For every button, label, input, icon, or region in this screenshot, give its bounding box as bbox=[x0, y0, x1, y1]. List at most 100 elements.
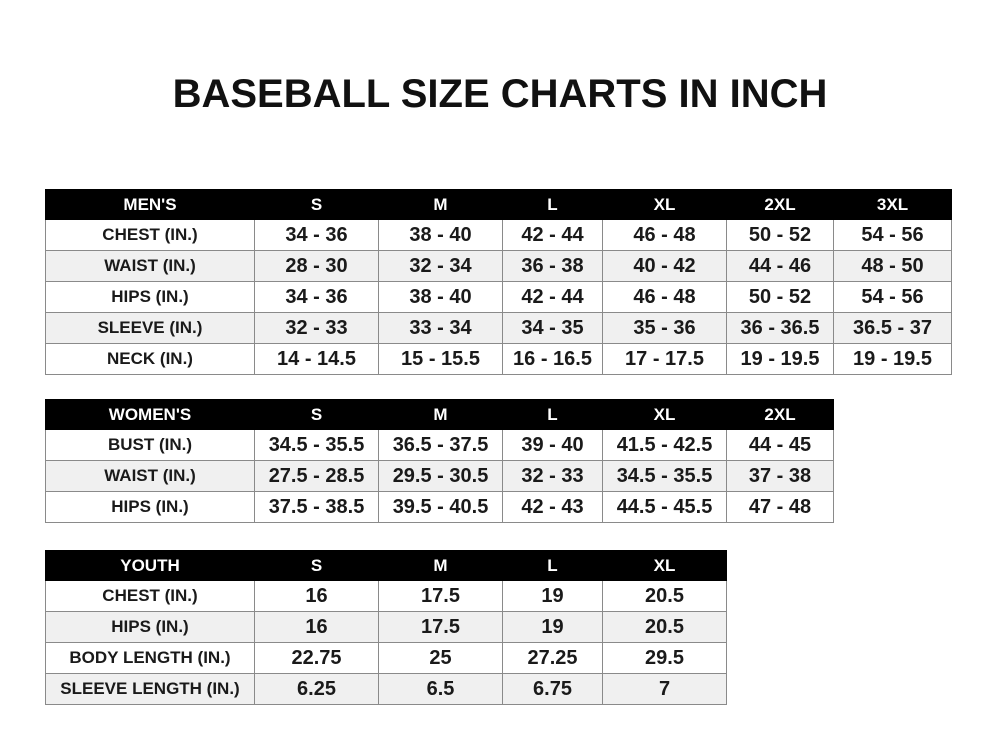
measurement-label: BUST (IN.) bbox=[45, 429, 255, 461]
measurement-cell: 36 - 38 bbox=[502, 250, 603, 282]
measurement-cell: 37 - 38 bbox=[726, 460, 834, 492]
table-category-header: MEN'S bbox=[45, 189, 255, 220]
table-category-header: YOUTH bbox=[45, 550, 255, 581]
measurement-cell: 46 - 48 bbox=[602, 281, 727, 313]
size-header: S bbox=[254, 550, 379, 581]
measurement-cell: 34.5 - 35.5 bbox=[254, 429, 379, 461]
table-row: BODY LENGTH (IN.) 22.75 25 27.25 29.5 bbox=[45, 642, 727, 674]
measurement-cell: 17.5 bbox=[378, 611, 503, 643]
header-row: YOUTH S M L XL bbox=[45, 550, 727, 581]
measurement-cell: 33 - 34 bbox=[378, 312, 503, 344]
table-row: SLEEVE (IN.) 32 - 33 33 - 34 34 - 35 35 - 36… bbox=[45, 312, 952, 344]
size-header: L bbox=[502, 189, 603, 220]
size-header: XL bbox=[602, 189, 727, 220]
measurement-cell: 17 - 17.5 bbox=[602, 343, 727, 375]
measurement-cell: 39.5 - 40.5 bbox=[378, 491, 503, 523]
measurement-cell: 34 - 36 bbox=[254, 219, 379, 251]
measurement-cell: 44 - 45 bbox=[726, 429, 834, 461]
measurement-cell: 15 - 15.5 bbox=[378, 343, 503, 375]
measurement-cell: 42 - 44 bbox=[502, 219, 603, 251]
measurement-cell: 19 - 19.5 bbox=[726, 343, 834, 375]
measurement-label: WAIST (IN.) bbox=[45, 460, 255, 492]
measurement-cell: 17.5 bbox=[378, 580, 503, 612]
size-header: 3XL bbox=[833, 189, 952, 220]
measurement-cell: 50 - 52 bbox=[726, 281, 834, 313]
size-header: L bbox=[502, 399, 603, 430]
measurement-cell: 36 - 36.5 bbox=[726, 312, 834, 344]
measurement-cell: 22.75 bbox=[254, 642, 379, 674]
measurement-cell: 7 bbox=[602, 673, 727, 705]
measurement-cell: 32 - 33 bbox=[502, 460, 603, 492]
measurement-cell: 40 - 42 bbox=[602, 250, 727, 282]
size-header: XL bbox=[602, 550, 727, 581]
size-header: 2XL bbox=[726, 189, 834, 220]
mens-size-table: MEN'S S M L XL 2XL 3XL CHEST (IN.) 34 - 36 38 - 4… bbox=[45, 189, 952, 375]
table-row: HIPS (IN.) 16 17.5 19 20.5 bbox=[45, 611, 727, 643]
measurement-cell: 6.25 bbox=[254, 673, 379, 705]
measurement-cell: 32 - 34 bbox=[378, 250, 503, 282]
measurement-cell: 41.5 - 42.5 bbox=[602, 429, 727, 461]
table-category-header: WOMEN'S bbox=[45, 399, 255, 430]
measurement-label: HIPS (IN.) bbox=[45, 611, 255, 643]
measurement-cell: 29.5 bbox=[602, 642, 727, 674]
measurement-cell: 46 - 48 bbox=[602, 219, 727, 251]
measurement-cell: 25 bbox=[378, 642, 503, 674]
measurement-cell: 27.5 - 28.5 bbox=[254, 460, 379, 492]
measurement-cell: 36.5 - 37 bbox=[833, 312, 952, 344]
measurement-label: SLEEVE LENGTH (IN.) bbox=[45, 673, 255, 705]
table-row: CHEST (IN.) 16 17.5 19 20.5 bbox=[45, 580, 727, 612]
measurement-cell: 54 - 56 bbox=[833, 219, 952, 251]
table-row: BUST (IN.) 34.5 - 35.5 36.5 - 37.5 39 - 40 4… bbox=[45, 429, 834, 461]
measurement-cell: 6.75 bbox=[502, 673, 603, 705]
table-row: SLEEVE LENGTH (IN.) 6.25 6.5 6.75 7 bbox=[45, 673, 727, 705]
measurement-cell: 19 bbox=[502, 580, 603, 612]
table-row: CHEST (IN.) 34 - 36 38 - 40 42 - 44 46 - 48 5… bbox=[45, 219, 952, 251]
measurement-cell: 42 - 43 bbox=[502, 491, 603, 523]
measurement-label: HIPS (IN.) bbox=[45, 281, 255, 313]
measurement-cell: 28 - 30 bbox=[254, 250, 379, 282]
measurement-cell: 38 - 40 bbox=[378, 281, 503, 313]
measurement-cell: 44 - 46 bbox=[726, 250, 834, 282]
measurement-label: CHEST (IN.) bbox=[45, 219, 255, 251]
measurement-cell: 16 bbox=[254, 611, 379, 643]
size-header: XL bbox=[602, 399, 727, 430]
womens-size-table: WOMEN'S S M L XL 2XL BUST (IN.) 34.5 - 35.5 36.5… bbox=[45, 399, 834, 523]
measurement-cell: 34.5 - 35.5 bbox=[602, 460, 727, 492]
measurement-cell: 37.5 - 38.5 bbox=[254, 491, 379, 523]
measurement-cell: 34 - 36 bbox=[254, 281, 379, 313]
measurement-cell: 16 - 16.5 bbox=[502, 343, 603, 375]
measurement-cell: 48 - 50 bbox=[833, 250, 952, 282]
table-row: WAIST (IN.) 27.5 - 28.5 29.5 - 30.5 32 - 33… bbox=[45, 460, 834, 492]
header-row: WOMEN'S S M L XL 2XL bbox=[45, 399, 834, 430]
table-row: HIPS (IN.) 37.5 - 38.5 39.5 - 40.5 42 - 43 4… bbox=[45, 491, 834, 523]
size-header: M bbox=[378, 189, 503, 220]
measurement-cell: 19 bbox=[502, 611, 603, 643]
measurement-label: SLEEVE (IN.) bbox=[45, 312, 255, 344]
header-row: MEN'S S M L XL 2XL 3XL bbox=[45, 189, 952, 220]
youth-size-table: YOUTH S M L XL CHEST (IN.) 16 17.5 19 20.5 HIPS (I… bbox=[45, 550, 727, 705]
measurement-cell: 44.5 - 45.5 bbox=[602, 491, 727, 523]
measurement-cell: 36.5 - 37.5 bbox=[378, 429, 503, 461]
measurement-cell: 35 - 36 bbox=[602, 312, 727, 344]
table-row: HIPS (IN.) 34 - 36 38 - 40 42 - 44 46 - 48 50… bbox=[45, 281, 952, 313]
measurement-cell: 39 - 40 bbox=[502, 429, 603, 461]
measurement-cell: 20.5 bbox=[602, 580, 727, 612]
measurement-cell: 19 - 19.5 bbox=[833, 343, 952, 375]
measurement-cell: 34 - 35 bbox=[502, 312, 603, 344]
size-header: M bbox=[378, 550, 503, 581]
measurement-cell: 29.5 - 30.5 bbox=[378, 460, 503, 492]
size-header: S bbox=[254, 399, 379, 430]
measurement-label: CHEST (IN.) bbox=[45, 580, 255, 612]
measurement-cell: 47 - 48 bbox=[726, 491, 834, 523]
measurement-cell: 54 - 56 bbox=[833, 281, 952, 313]
size-header: L bbox=[502, 550, 603, 581]
size-header: M bbox=[378, 399, 503, 430]
size-header: 2XL bbox=[726, 399, 834, 430]
measurement-cell: 38 - 40 bbox=[378, 219, 503, 251]
measurement-label: BODY LENGTH (IN.) bbox=[45, 642, 255, 674]
measurement-cell: 50 - 52 bbox=[726, 219, 834, 251]
measurement-cell: 14 - 14.5 bbox=[254, 343, 379, 375]
measurement-label: NECK (IN.) bbox=[45, 343, 255, 375]
measurement-label: HIPS (IN.) bbox=[45, 491, 255, 523]
measurement-cell: 20.5 bbox=[602, 611, 727, 643]
